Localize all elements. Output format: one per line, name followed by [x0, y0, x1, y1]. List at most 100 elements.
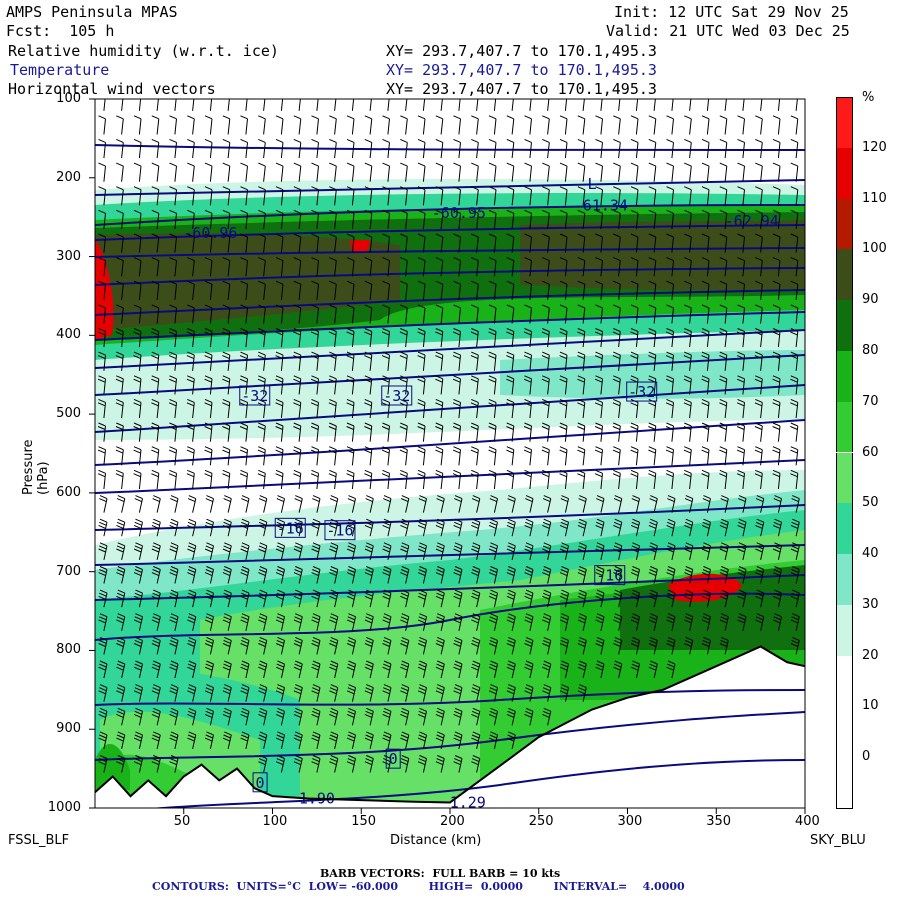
wind-barb: [772, 469, 781, 490]
wind-barb: [240, 115, 248, 135]
wind-barb: [204, 422, 213, 442]
contour-label: -32: [626, 381, 658, 402]
wind-barb: [275, 351, 284, 371]
wind-barb: [719, 257, 728, 277]
wind-barb: [435, 138, 444, 159]
wind-barb: [648, 469, 657, 490]
wind-barb: [364, 660, 374, 679]
wind-barb: [98, 613, 108, 631]
wind-barb: [701, 162, 710, 182]
wind-barb: [612, 351, 621, 371]
wind-barb: [133, 138, 142, 159]
wind-barb: [648, 209, 657, 230]
forecast-hour: Fcst: 105 h: [6, 22, 115, 40]
wind-barb: [630, 446, 639, 466]
wind-barb: [754, 398, 763, 419]
wind-barb: [346, 613, 356, 631]
wind-barb: [772, 233, 781, 253]
wind-barb: [706, 99, 710, 111]
svg-text:0: 0: [389, 750, 398, 768]
wind-barb: [559, 660, 569, 679]
y-tick-label: 700: [56, 563, 81, 579]
wind-barb: [594, 398, 603, 419]
wind-barb: [630, 566, 640, 584]
wind-barb: [310, 469, 319, 490]
wind-barb: [754, 351, 763, 371]
wind-barb: [453, 707, 463, 726]
wind-barb: [400, 233, 408, 253]
wind-barb: [115, 398, 124, 419]
wind-barb: [258, 566, 268, 584]
wind-barb: [222, 566, 232, 584]
wind-barb: [293, 542, 303, 561]
wind-barb: [222, 398, 231, 419]
wind-barb: [471, 731, 481, 750]
wind-barb: [701, 328, 710, 348]
wind-barb: [630, 257, 639, 277]
wind-barb: [506, 660, 516, 679]
wind-barb: [204, 280, 213, 300]
wind-barb: [701, 469, 710, 490]
wind-barb: [275, 755, 285, 773]
wind-barb: [613, 162, 621, 182]
wind-barb: [471, 636, 481, 655]
wind-barb: [258, 495, 268, 513]
y-tick-label: 900: [56, 721, 81, 737]
wind-barb: [790, 280, 799, 300]
wind-barb: [719, 542, 729, 561]
wind-barb: [98, 304, 106, 324]
wind-barb: [683, 469, 692, 490]
wind-barb: [701, 351, 710, 371]
wind-barb: [701, 422, 710, 442]
wind-barb: [116, 660, 126, 679]
wind-barb: [613, 280, 621, 300]
wind-barb: [523, 446, 532, 466]
wind-barb: [525, 495, 534, 513]
wind-barb: [399, 446, 408, 466]
wind-barb: [222, 518, 232, 537]
terrain-mask: [95, 646, 805, 808]
wind-barb: [736, 469, 745, 490]
wind-barb: [648, 138, 657, 159]
wind-barb: [471, 707, 481, 726]
wind-barb: [542, 233, 550, 253]
wind-barb: [684, 518, 694, 537]
wind-barb: [541, 469, 550, 490]
wind-barb: [790, 304, 799, 324]
colorbar-segment: [836, 147, 853, 199]
wind-barb: [488, 398, 497, 419]
wind-barb: [258, 755, 268, 773]
wind-barb: [488, 280, 497, 300]
wind-barb: [168, 446, 177, 466]
wind-barb: [772, 613, 782, 631]
wind-barb: [754, 422, 763, 442]
wind-barb: [417, 233, 426, 253]
wind-barb: [772, 542, 782, 561]
wind-barb: [559, 257, 568, 277]
wind-barb: [790, 138, 799, 159]
wind-barb: [312, 495, 321, 513]
wind-barb: [417, 186, 426, 206]
wind-barb: [790, 162, 799, 182]
wind-barb: [577, 613, 587, 631]
wind-barb: [470, 422, 479, 442]
wind-barb: [755, 495, 765, 513]
wind-barb: [488, 304, 497, 324]
wind-barb: [577, 351, 586, 371]
wind-barb: [524, 115, 532, 135]
wind-barb: [506, 684, 516, 702]
wind-barb: [263, 99, 266, 111]
wind-barb: [612, 446, 621, 466]
wind-barb: [311, 684, 321, 702]
wind-barb: [400, 613, 410, 631]
wind-barb: [364, 186, 373, 206]
wind-barb: [772, 162, 781, 182]
wind-barb: [258, 613, 268, 631]
wind-barb: [470, 469, 479, 490]
wind-barb: [684, 162, 692, 182]
wind-barb: [684, 138, 692, 159]
wind-barb: [684, 186, 692, 206]
wind-barb: [666, 162, 674, 182]
wind-barb: [293, 233, 302, 253]
